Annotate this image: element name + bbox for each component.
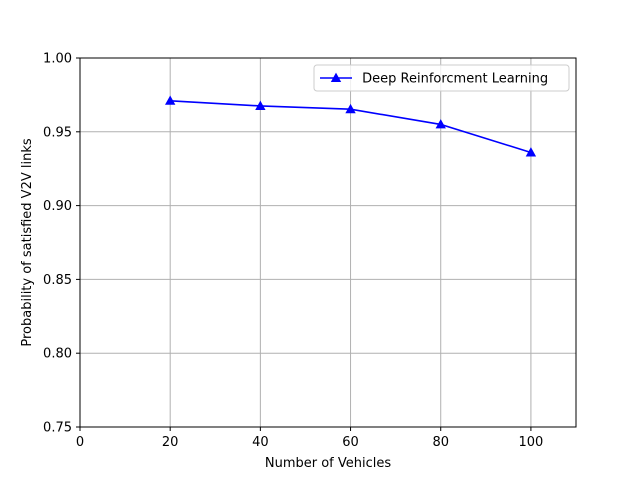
y-tick-label: 0.80	[43, 347, 72, 362]
ticks: 0 20 40 60 80 100 0.75 0.80 0.85 0.90 0.95 1.00	[43, 52, 543, 451]
y-tick-label: 1.00	[43, 52, 72, 67]
x-axis-title: Number of Vehicles	[265, 456, 392, 471]
y-tick-label: 0.95	[43, 125, 72, 140]
legend-label: Deep Reinforcment Learning	[358, 72, 548, 87]
data-point-marker	[525, 147, 537, 157]
y-tick-label: 0.75	[43, 421, 72, 436]
legend-box	[313, 64, 570, 92]
y-tick-label: 0.90	[43, 199, 72, 214]
series-layer	[165, 95, 537, 157]
data-point-marker	[435, 119, 446, 129]
data-point-marker	[165, 95, 176, 105]
x-tick-label: 60	[342, 435, 359, 450]
data-point-marker	[255, 100, 266, 110]
y-tick-label: 0.85	[43, 273, 72, 288]
legend-marker-swatch	[330, 72, 342, 82]
grid	[79, 57, 576, 428]
y-axis-title: Probability of satisfied V2V links	[20, 138, 35, 346]
x-tick-label: 80	[432, 435, 449, 450]
x-tick-label: 20	[162, 435, 179, 450]
x-tick-label: 100	[518, 435, 543, 450]
plot-frame	[79, 57, 577, 428]
x-tick-label: 0	[76, 435, 84, 450]
data-point-marker	[345, 103, 356, 114]
x-tick-label: 40	[252, 435, 269, 450]
legend: Deep Reinforcment Learning	[313, 64, 570, 92]
